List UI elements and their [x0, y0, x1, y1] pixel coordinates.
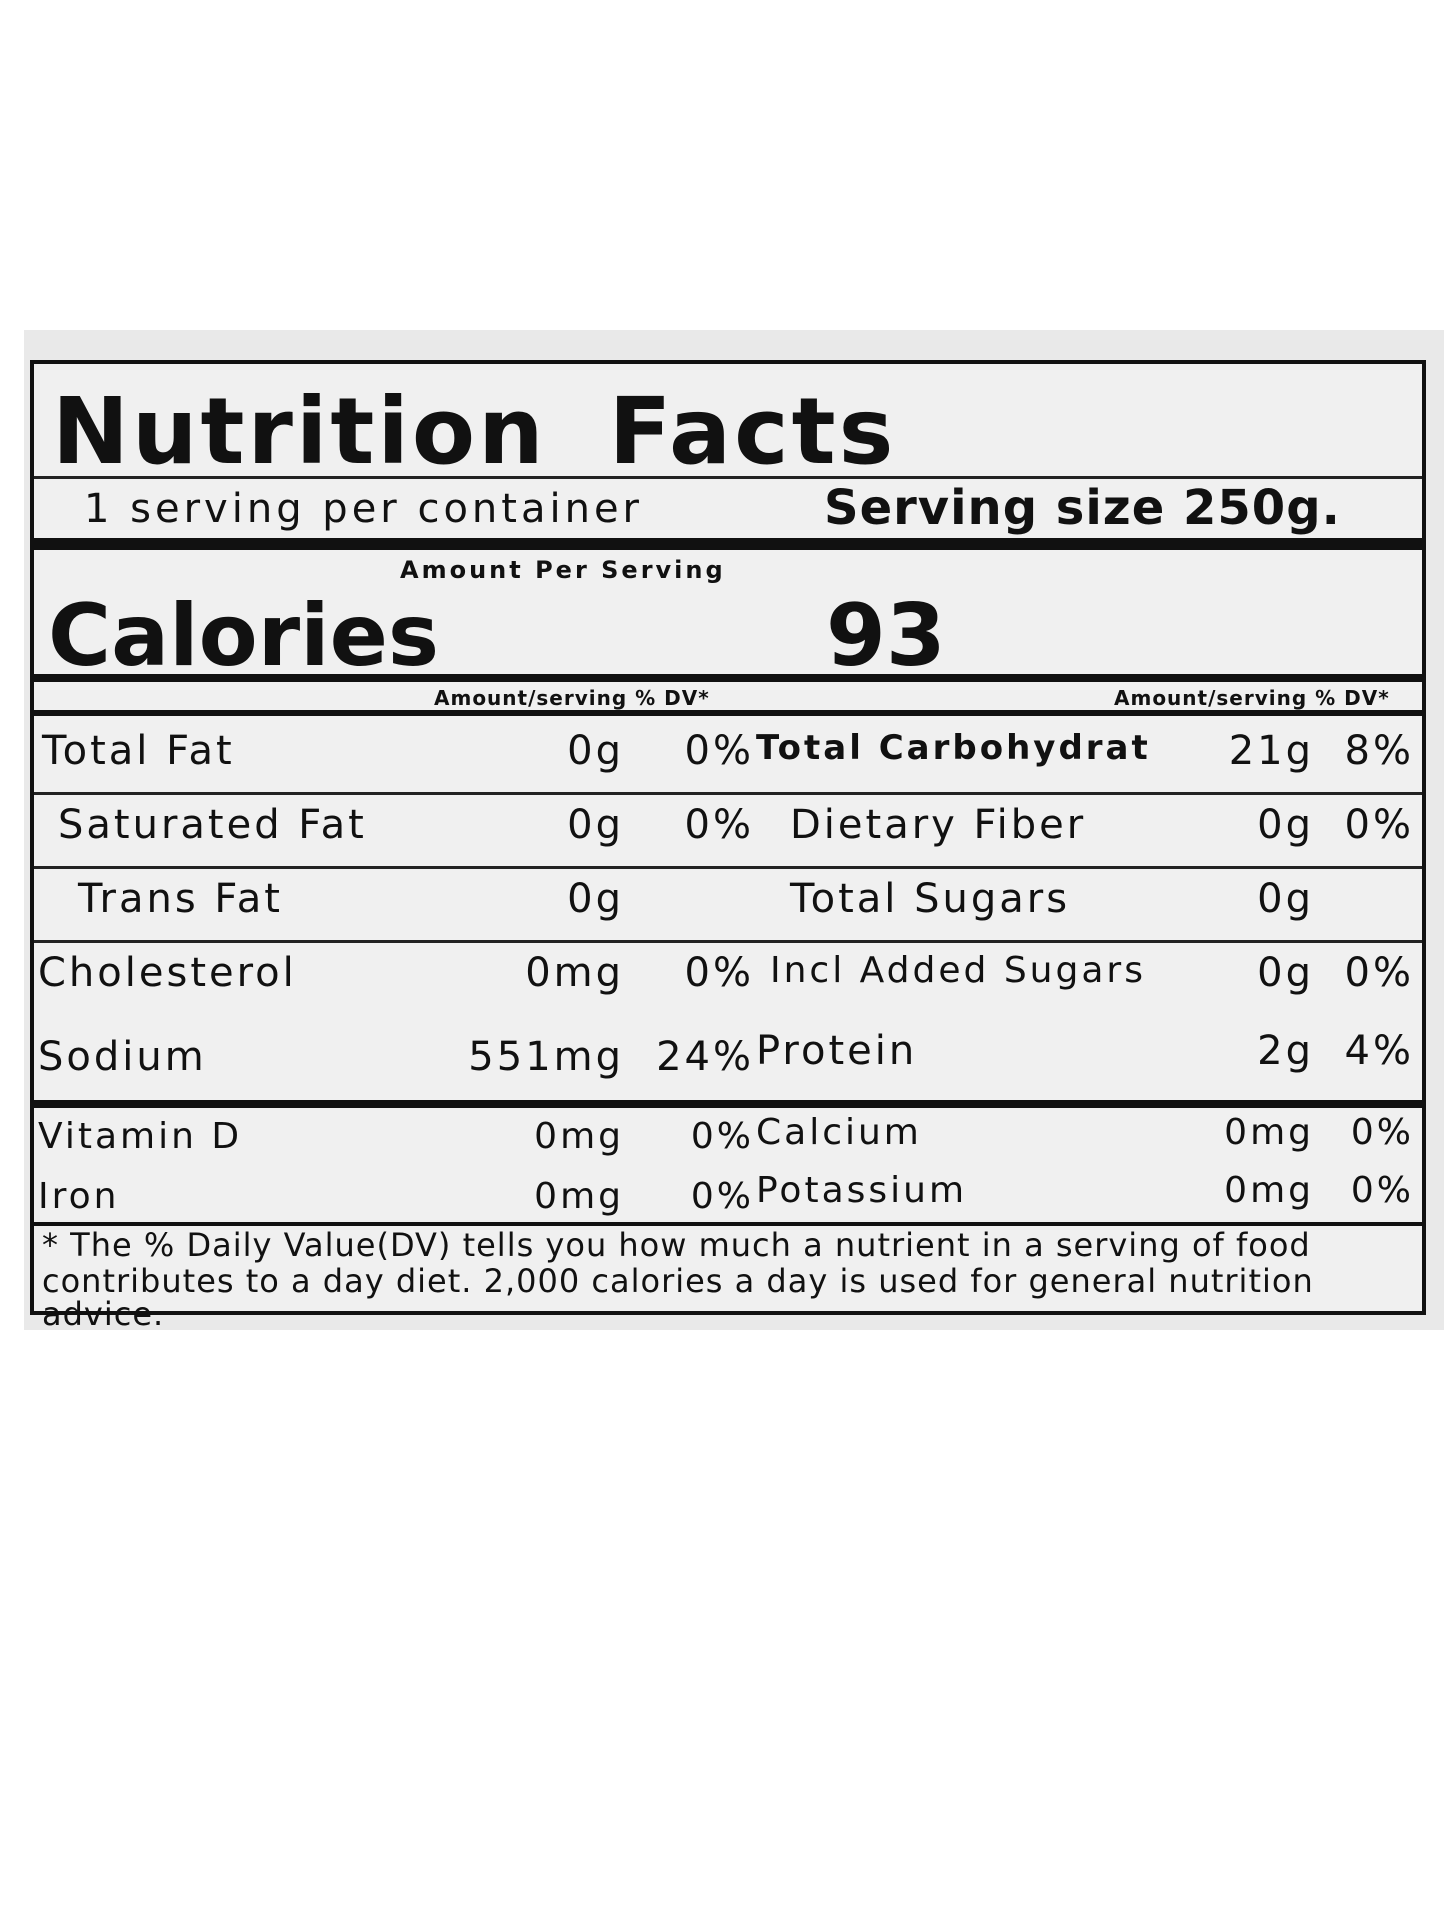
nutrient-amount-sodium: 551mg — [468, 1034, 624, 1080]
title-word-facts: Facts — [608, 378, 897, 485]
nutrient-amount-total-fat: 0g — [567, 728, 624, 774]
nutrient-name-total-sugars: Total Sugars — [790, 876, 1071, 922]
nutrient-name-total-fat: Total Fat — [42, 728, 235, 774]
divider-calories — [34, 674, 1422, 682]
nutrition-facts-label: Nutrition Facts 1 serving per container S… — [30, 360, 1426, 1330]
mineral-dv-potassium: 0% — [1350, 1170, 1414, 1211]
nutrient-dv-cholesterol: 0% — [684, 950, 754, 996]
nutrient-name-added-sugars: Incl Added Sugars — [770, 950, 1146, 991]
amount-per-serving: Amount Per Serving — [400, 556, 726, 584]
divider-vitamins — [34, 1100, 1422, 1108]
mineral-dv-calcium: 0% — [1350, 1112, 1414, 1153]
nutrient-amount-added-sugars: 0g — [1257, 950, 1314, 996]
divider-title — [34, 476, 1422, 479]
nutrient-dv-protein: 4% — [1344, 1028, 1414, 1074]
mineral-amount-potassium: 0mg — [1224, 1170, 1314, 1211]
nutrient-amount-protein: 2g — [1257, 1028, 1314, 1074]
vitamin-name-vitamin-d: Vitamin D — [38, 1116, 243, 1157]
label-title: Nutrition Facts — [52, 378, 896, 485]
nutrient-dv-total-fat: 0% — [684, 728, 754, 774]
nutrient-dv-dietary-fiber: 0% — [1344, 802, 1414, 848]
row-divider — [34, 940, 1422, 943]
mineral-amount-calcium: 0mg — [1224, 1112, 1314, 1153]
vitamin-name-iron: Iron — [38, 1176, 120, 1217]
calories-label: Calories — [48, 586, 440, 686]
footnote-line-3: advice. — [42, 1295, 165, 1333]
nutrient-amount-cholesterol: 0mg — [525, 950, 624, 996]
divider-header — [34, 710, 1422, 716]
nutrient-dv-saturated-fat: 0% — [684, 802, 754, 848]
nutrient-name-trans-fat: Trans Fat — [78, 876, 283, 922]
column-header-left: Amount/serving % DV* — [434, 686, 710, 710]
divider-thick-serving — [34, 538, 1422, 550]
nutrient-amount-total-carbohydrate: 21g — [1228, 728, 1314, 774]
servings-per-container: 1 serving per container — [84, 486, 643, 532]
vitamin-dv-iron: 0% — [690, 1176, 754, 1217]
nutrient-name-saturated-fat: Saturated Fat — [58, 802, 367, 848]
mineral-name-potassium: Potassium — [756, 1170, 968, 1211]
vitamin-amount-iron: 0mg — [534, 1176, 624, 1217]
nutrient-dv-added-sugars: 0% — [1344, 950, 1414, 996]
vitamin-amount-vitamin-d: 0mg — [534, 1116, 624, 1157]
column-header-right: Amount/serving % DV* — [1114, 686, 1390, 710]
nutrient-name-total-carbohydrate: Total Carbohydrat — [756, 728, 1151, 768]
row-divider — [34, 792, 1422, 795]
vitamin-dv-vitamin-d: 0% — [690, 1116, 754, 1157]
nutrient-amount-trans-fat: 0g — [567, 876, 624, 922]
divider-footnote — [34, 1222, 1422, 1226]
serving-size: Serving size 250g. — [824, 480, 1341, 536]
nutrient-dv-sodium: 24% — [656, 1034, 754, 1080]
mineral-name-calcium: Calcium — [756, 1112, 922, 1153]
calories-value: 93 — [826, 586, 946, 686]
nutrient-amount-dietary-fiber: 0g — [1257, 802, 1314, 848]
title-word-nutrition: Nutrition — [52, 378, 547, 485]
footnote-line-1: * The % Daily Value(DV) tells you how mu… — [42, 1226, 1311, 1264]
nutrient-amount-saturated-fat: 0g — [567, 802, 624, 848]
nutrient-dv-total-carbohydrate: 8% — [1344, 728, 1414, 774]
nutrient-amount-total-sugars: 0g — [1257, 876, 1314, 922]
row-divider — [34, 866, 1422, 869]
nutrient-name-dietary-fiber: Dietary Fiber — [790, 802, 1087, 848]
footnote-line-2: contributes to a day diet. 2,000 calorie… — [42, 1262, 1314, 1300]
nutrient-name-cholesterol: Cholesterol — [38, 950, 297, 996]
nutrient-name-protein: Protein — [756, 1028, 918, 1074]
nutrient-name-sodium: Sodium — [38, 1034, 207, 1080]
